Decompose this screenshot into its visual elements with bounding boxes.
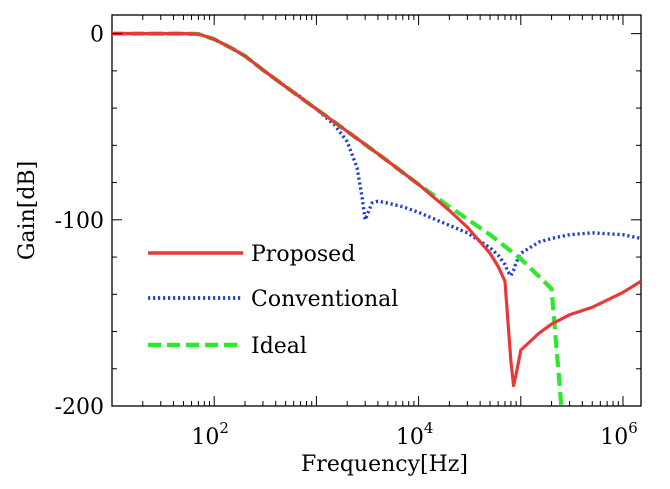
legend: Proposed Conventional Ideal [148, 242, 398, 359]
x-tick-label: 106 [600, 419, 638, 450]
y-tick-label: -100 [55, 209, 104, 234]
axes-group: 102 104 106 0 -100 -200 Frequency[Hz] Gain[dB] [15, 15, 641, 477]
y-axis-label: Gain[dB] [15, 161, 40, 260]
x-tick-label: 104 [396, 419, 434, 450]
legend-label-proposed: Proposed [251, 242, 355, 267]
legend-label-conventional: Conventional [251, 287, 398, 312]
series-line-proposed [112, 32, 641, 388]
x-axis-label: Frequency[Hz] [301, 452, 468, 477]
x-tick-label: 102 [191, 419, 229, 450]
series-group [112, 31, 641, 406]
plot-border [111, 14, 642, 407]
series-line-ideal [112, 31, 564, 406]
plot-frame [111, 14, 642, 407]
legend-label-ideal: Ideal [251, 334, 307, 359]
y-tick-label: -200 [55, 395, 104, 420]
y-tick-label: 0 [90, 23, 104, 48]
